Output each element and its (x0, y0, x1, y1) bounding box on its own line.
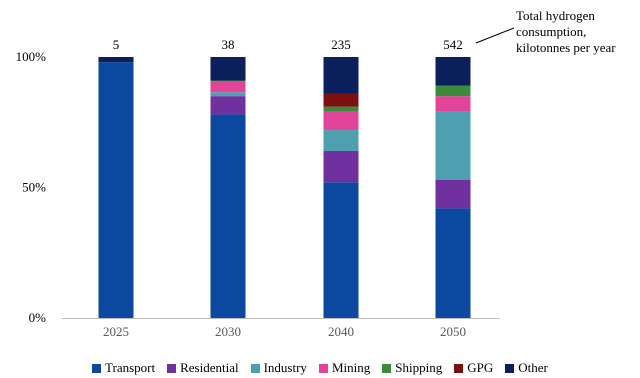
total-label: 235 (331, 37, 351, 52)
annotation-line-3: kilotonnes per year (516, 40, 616, 55)
legend-label: Industry (263, 360, 307, 375)
legend-label: Shipping (395, 360, 443, 375)
x-tick-label: 2030 (215, 324, 241, 339)
bar-segment-transport-2030 (210, 114, 246, 318)
chart-legend: Transport Residential Industry Mining Shippi… (92, 360, 560, 376)
legend-item-shipping: Shipping (382, 360, 442, 376)
bar-segment-residential-2050 (435, 179, 471, 209)
legend-swatch (92, 363, 101, 373)
bar-segment-shipping-2040 (323, 106, 359, 112)
bar-segment-mining-2040 (323, 111, 359, 131)
legend-swatch (382, 363, 392, 373)
bar-segment-shipping-2030 (210, 80, 246, 82)
bar-segment-transport-2040 (323, 182, 359, 318)
bar-segment-mining-2050 (435, 96, 471, 112)
bar-segment-transport-2025 (98, 62, 134, 318)
y-tick-label: 0% (29, 310, 47, 325)
legend-item-mining: Mining (318, 360, 371, 376)
annotation-line-2: consumption, (516, 24, 587, 39)
legend-item-residential: Residential (167, 360, 239, 376)
legend-label: GPG (467, 360, 494, 375)
legend-item-other: Other (505, 360, 548, 376)
legend-swatch (454, 363, 464, 373)
legend-label: Transport (105, 360, 156, 375)
legend-item-transport: Transport (92, 360, 155, 376)
total-label: 5 (113, 37, 120, 52)
x-tick-label: 2025 (103, 324, 129, 339)
legend-label: Residential (180, 360, 239, 375)
annotation-leader-line (475, 27, 515, 44)
x-tick-label: 2050 (440, 324, 466, 339)
bar-segment-transport-2050 (435, 208, 471, 318)
bar-segment-mining-2030 (210, 81, 246, 93)
x-tick-label: 2040 (328, 324, 354, 339)
bar-segment-other-2030 (210, 57, 246, 81)
y-tick-label: 100% (16, 49, 47, 64)
total-consumption-annotation: Total hydrogen consumption, kilotonnes p… (516, 8, 636, 56)
legend-item-industry: Industry (250, 360, 307, 376)
bar-segment-industry-2050 (435, 111, 471, 180)
bar-segment-residential-2040 (323, 150, 359, 183)
bar-segment-gpg-2040 (323, 93, 359, 107)
bar-segment-industry-2040 (323, 130, 359, 151)
bar-segment-other-2025 (98, 57, 134, 63)
legend-swatch (167, 363, 177, 373)
legend-swatch (505, 363, 515, 373)
legend-label: Other (518, 360, 548, 375)
bar-segment-other-2040 (323, 57, 359, 94)
annotation-line-1: Total hydrogen (516, 8, 595, 23)
legend-item-gpg: GPG (454, 360, 493, 376)
legend-label: Mining (331, 360, 371, 375)
y-tick-label: 50% (22, 180, 46, 195)
legend-swatch (318, 363, 328, 373)
bar-segment-other-2050 (435, 57, 471, 86)
bar-segment-industry-2030 (210, 92, 246, 97)
legend-swatch (250, 363, 260, 373)
total-label: 542 (443, 37, 463, 52)
bar-segment-residential-2030 (210, 96, 246, 115)
total-label: 38 (222, 37, 235, 52)
bar-segment-shipping-2050 (435, 85, 471, 97)
